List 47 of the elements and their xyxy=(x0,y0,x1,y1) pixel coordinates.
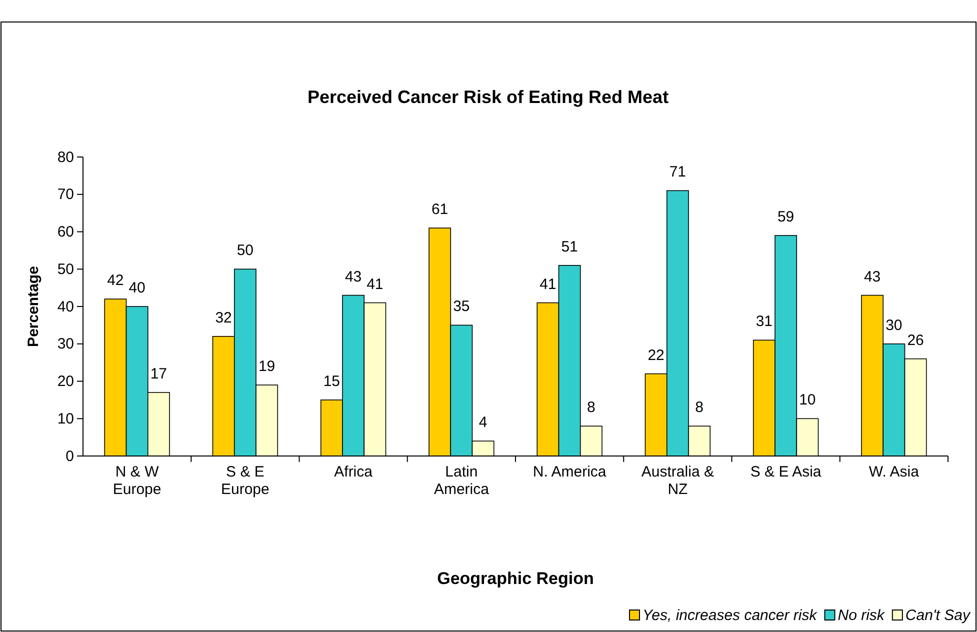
data-label: 32 xyxy=(215,309,232,326)
data-label: 41 xyxy=(540,276,556,293)
x-tick-label: Latin America xyxy=(434,464,490,498)
data-label: 51 xyxy=(561,238,578,256)
y-tick-label: 0 xyxy=(66,448,74,465)
y-tick-label: 40 xyxy=(57,298,74,316)
data-label: 4 xyxy=(478,414,488,432)
x-tick-label: S & E Europe xyxy=(221,464,270,498)
x-tick-label: Australia & NZ xyxy=(641,464,714,498)
data-label: 19 xyxy=(258,358,276,375)
y-tick-label: 10 xyxy=(57,410,74,428)
x-axis-title: Geographic Region xyxy=(437,569,594,588)
data-label: 42 xyxy=(107,272,124,290)
legend-label: Yes, increases cancer risk xyxy=(642,607,818,624)
data-label: 10 xyxy=(799,392,816,409)
data-label: 8 xyxy=(587,399,596,416)
data-label: 50 xyxy=(236,242,254,260)
data-label: 40 xyxy=(128,280,146,296)
data-label: 43 xyxy=(864,268,881,286)
data-label: 41 xyxy=(366,276,384,293)
y-tick-label: 80 xyxy=(57,148,74,166)
legend-label: Can't Say xyxy=(905,607,972,624)
data-label: 30 xyxy=(886,316,902,334)
y-tick-label: 20 xyxy=(57,373,74,390)
x-tick-label: Africa xyxy=(334,464,374,481)
data-label: 22 xyxy=(648,346,664,364)
data-label: 31 xyxy=(756,313,773,330)
data-label: 71 xyxy=(669,164,686,181)
data-label: 15 xyxy=(323,372,340,390)
y-tick-label: 50 xyxy=(57,260,74,278)
x-tick-label: W. Asia xyxy=(868,464,920,481)
data-label: 43 xyxy=(344,268,362,286)
x-tick-label: N. America xyxy=(532,464,607,481)
data-label: 61 xyxy=(431,201,448,218)
chart-title: Perceived Cancer Risk of Eating Red Meat xyxy=(307,87,669,107)
y-tick-label: 60 xyxy=(57,224,74,241)
data-label: 59 xyxy=(777,208,794,226)
x-tick-label: N & W Europe xyxy=(112,464,162,498)
x-tick-label: S & E Asia xyxy=(750,464,822,481)
y-tick-label: 70 xyxy=(57,186,74,204)
data-label: 26 xyxy=(907,332,924,349)
legend-label: No risk xyxy=(838,607,886,624)
y-tick-label: 30 xyxy=(57,336,74,353)
data-label: 17 xyxy=(150,365,168,382)
data-label: 8 xyxy=(695,399,704,416)
y-axis-title: Percentage xyxy=(25,266,42,347)
data-label: 35 xyxy=(453,298,470,316)
